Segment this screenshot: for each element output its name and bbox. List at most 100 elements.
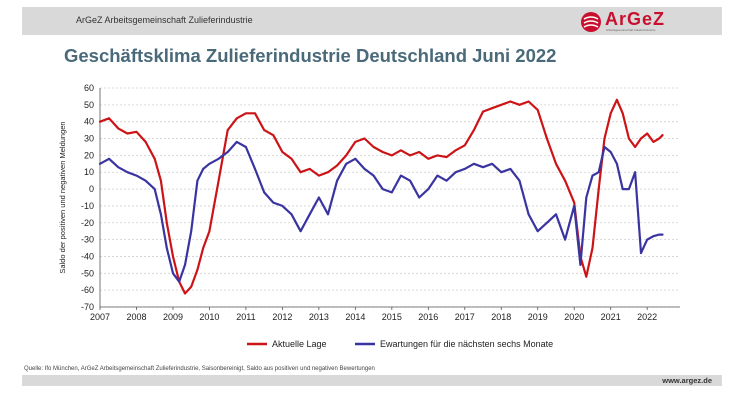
x-tick-label: 2020 — [564, 312, 584, 322]
legend-label-1: Aktuelle Lage — [272, 339, 327, 349]
data-point-series-1 — [117, 127, 120, 130]
data-point-series-2 — [336, 179, 339, 182]
y-tick-label: 60 — [84, 83, 94, 93]
logo-word: ArGeZ — [605, 9, 666, 29]
data-point-series-2 — [597, 171, 600, 174]
data-point-series-1 — [436, 154, 439, 157]
legend-label-2: Ewartungen für die nächsten sechs Monate — [380, 339, 553, 349]
data-point-series-2 — [527, 213, 530, 216]
data-point-series-2 — [317, 196, 320, 199]
data-point-series-1 — [144, 141, 147, 143]
x-tick-label: 2016 — [418, 312, 438, 322]
data-point-series-2 — [235, 141, 238, 143]
data-point-series-1 — [658, 137, 661, 140]
data-point-series-1 — [208, 230, 211, 233]
data-point-series-1 — [482, 110, 484, 113]
data-point-series-1 — [172, 255, 174, 258]
data-point-series-1 — [555, 162, 557, 165]
source-note: Quelle: Ifo München, ArGeZ Arbeitsgemein… — [24, 366, 375, 372]
x-tick-label: 2019 — [528, 312, 548, 322]
data-point-series-2 — [144, 179, 147, 182]
x-tick-label: 2013 — [309, 312, 329, 322]
data-point-series-2 — [208, 162, 211, 165]
series-line-2 — [98, 140, 664, 283]
x-tick-label: 2011 — [236, 312, 255, 322]
data-point-series-2 — [99, 162, 101, 165]
y-tick-label: 0 — [89, 184, 94, 194]
data-point-series-1 — [299, 171, 302, 174]
data-point-series-2 — [184, 263, 186, 266]
data-point-series-1 — [463, 144, 466, 147]
x-tick-label: 2009 — [163, 312, 183, 322]
data-point-series-1 — [418, 151, 421, 153]
data-point-series-2 — [491, 162, 494, 165]
x-tick-label: 2008 — [126, 312, 146, 322]
data-point-series-1 — [500, 103, 503, 106]
y-tick-label: -10 — [81, 201, 94, 211]
data-point-series-2 — [160, 213, 162, 216]
footer-bar: www.argez.de — [22, 375, 722, 386]
data-point-series-2 — [615, 162, 618, 165]
data-point-series-2 — [178, 280, 181, 283]
x-tick-label: 2017 — [455, 312, 475, 322]
data-point-series-1 — [661, 134, 664, 137]
data-point-series-1 — [564, 179, 566, 182]
data-point-series-2 — [591, 174, 594, 177]
data-point-series-2 — [482, 166, 484, 169]
data-point-series-1 — [491, 107, 494, 110]
data-point-series-1 — [646, 132, 649, 135]
x-tick-label: 2012 — [272, 312, 292, 322]
data-point-series-1 — [336, 164, 339, 167]
data-point-series-2 — [327, 213, 329, 216]
data-point-series-1 — [263, 129, 266, 132]
header-org-name: ArGeZ Arbeitsgemeinschaft Zulieferindust… — [76, 15, 253, 25]
data-point-series-1 — [597, 188, 600, 190]
data-point-series-1 — [135, 130, 138, 133]
data-point-series-2 — [202, 167, 205, 170]
data-point-series-1 — [390, 154, 393, 157]
argez-logo-icon — [581, 12, 601, 32]
data-point-series-2 — [108, 157, 111, 160]
data-point-series-2 — [153, 188, 156, 190]
data-point-series-2 — [135, 174, 138, 177]
data-point-series-2 — [400, 174, 402, 177]
data-point-series-1 — [108, 117, 111, 120]
data-point-series-1 — [202, 247, 205, 249]
slide: ArGeZ Arbeitsgemeinschaft Zulieferindust… — [22, 0, 722, 404]
data-point-series-2 — [573, 205, 576, 207]
data-point-series-2 — [509, 167, 512, 170]
data-point-series-2 — [472, 162, 475, 165]
data-point-series-1 — [381, 151, 384, 153]
data-point-series-2 — [463, 167, 466, 170]
x-tick-label: 2021 — [601, 312, 621, 322]
data-point-series-1 — [272, 134, 275, 137]
data-point-series-1 — [609, 112, 612, 115]
y-axis-title: Saldo der positiven und negativen Meldun… — [58, 121, 67, 273]
data-point-series-2 — [445, 179, 448, 182]
data-point-series-1 — [327, 171, 329, 174]
data-point-series-1 — [445, 156, 448, 158]
data-point-series-2 — [254, 167, 256, 170]
data-point-series-2 — [418, 196, 421, 199]
data-point-series-2 — [363, 167, 366, 170]
data-point-series-2 — [621, 188, 624, 190]
y-tick-label: 10 — [84, 167, 94, 177]
x-tick-label: 2007 — [90, 312, 110, 322]
data-point-series-1 — [400, 149, 402, 152]
data-point-series-1 — [591, 247, 594, 249]
data-point-series-1 — [217, 179, 220, 182]
data-point-series-1 — [427, 157, 430, 160]
x-tick-label: 2015 — [382, 312, 402, 322]
data-point-series-1 — [536, 109, 539, 111]
data-point-series-1 — [226, 129, 229, 132]
y-tick-label: 30 — [84, 134, 94, 144]
data-point-series-1 — [308, 167, 311, 170]
data-point-series-1 — [527, 100, 530, 103]
website-link[interactable]: www.argez.de — [662, 376, 712, 385]
data-point-series-2 — [555, 213, 557, 216]
data-point-series-2 — [454, 171, 457, 174]
data-point-series-2 — [518, 179, 521, 182]
data-point-series-1 — [372, 146, 375, 148]
data-point-series-2 — [609, 151, 612, 153]
header-bar: ArGeZ Arbeitsgemeinschaft Zulieferindust… — [22, 7, 722, 35]
